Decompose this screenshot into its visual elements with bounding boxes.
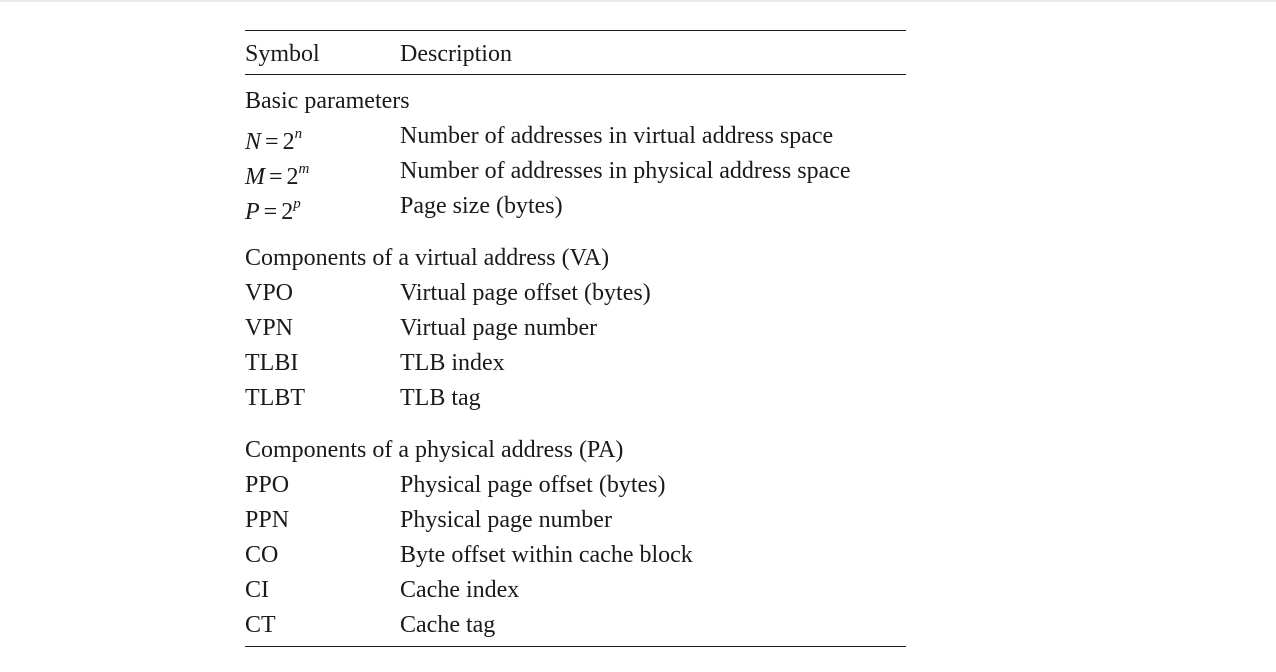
row-description: Virtual page offset (bytes) xyxy=(400,280,651,306)
header-symbol: Symbol xyxy=(245,41,320,67)
row-symbol: PPN xyxy=(245,507,290,533)
row-description: TLB tag xyxy=(400,385,481,411)
group-title-physical-address: Components of a physical address (PA) xyxy=(245,437,624,463)
row-description: Virtual page number xyxy=(400,315,598,341)
table-row: TLBT TLB tag xyxy=(245,381,906,416)
table-row: VPO Virtual page offset (bytes) xyxy=(245,276,906,311)
table-row: VPN Virtual page number xyxy=(245,311,906,346)
table-row: CI Cache index xyxy=(245,573,906,608)
table-row: M = 2m Number of addresses in physical add… xyxy=(245,154,906,190)
table-row: N = 2n Number of addresses in virtual addr… xyxy=(245,119,906,155)
row-symbol: CT xyxy=(245,612,276,638)
table-row: CO Byte offset within cache block xyxy=(245,538,906,573)
row-description: Number of addresses in virtual address s… xyxy=(400,123,834,149)
symbol-formula: P = 2p xyxy=(245,196,301,225)
row-symbol: CO xyxy=(245,542,279,568)
row-description: Byte offset within cache block xyxy=(400,542,693,568)
symbol-table: Symbol Description Basic parameters N = 2n… xyxy=(245,30,906,647)
row-symbol: TLBI xyxy=(245,350,299,376)
table-row: P = 2p Page size (bytes) xyxy=(245,189,906,225)
group-title-virtual-address: Components of a virtual address (VA) xyxy=(245,245,610,271)
symbol-formula: M = 2m xyxy=(245,161,310,190)
row-symbol: VPO xyxy=(245,280,294,306)
header-description: Description xyxy=(400,41,512,67)
table-row: PPO Physical page offset (bytes) xyxy=(245,468,906,503)
symbol-formula: N = 2n xyxy=(245,126,303,155)
table-top-rule xyxy=(245,30,906,31)
row-description: Number of addresses in physical address … xyxy=(400,158,851,184)
row-description: Physical page number xyxy=(400,507,612,533)
table-row: CT Cache tag xyxy=(245,608,906,643)
row-description: Cache index xyxy=(400,577,520,603)
table-row: TLBI TLB index xyxy=(245,346,906,381)
row-symbol: CI xyxy=(245,577,269,603)
row-symbol: TLBT xyxy=(245,385,305,411)
row-description: Cache tag xyxy=(400,612,496,638)
row-description: Page size (bytes) xyxy=(400,193,563,219)
row-symbol: PPO xyxy=(245,472,290,498)
table-bottom-rule xyxy=(245,646,906,647)
row-description: TLB index xyxy=(400,350,505,376)
top-edge-shade xyxy=(0,0,1276,2)
table-row: PPN Physical page number xyxy=(245,503,906,538)
table-header-row: Symbol Description xyxy=(245,31,906,74)
table-header-rule xyxy=(245,74,906,75)
row-symbol: VPN xyxy=(245,315,294,341)
group-title-basic-parameters: Basic parameters xyxy=(245,88,410,114)
row-description: Physical page offset (bytes) xyxy=(400,472,666,498)
